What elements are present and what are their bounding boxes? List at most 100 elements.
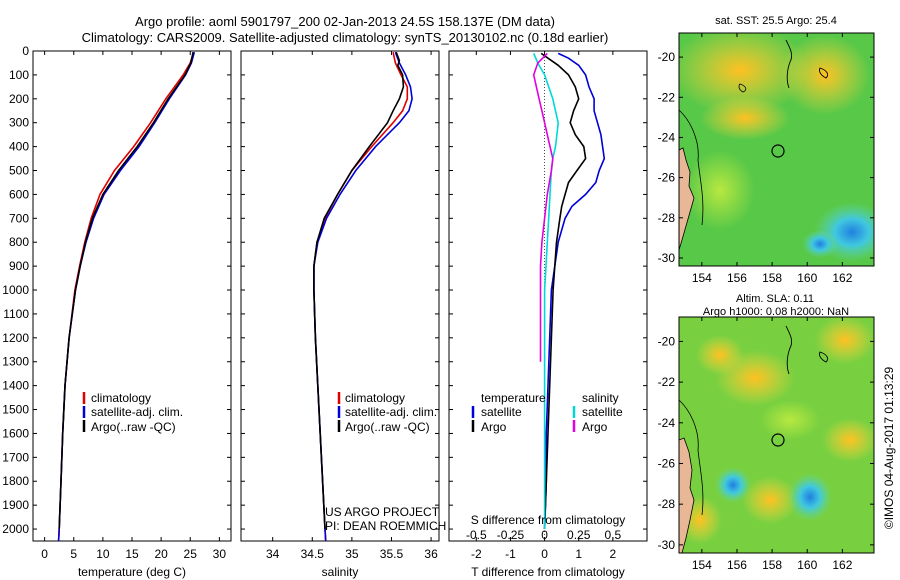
sst-map-axes: 154 156 158 160 162 -20 -22 -24 -26 -28 -30 bbox=[658, 33, 874, 285]
legend-label-climatology: climatology bbox=[345, 391, 405, 405]
y-tick-label: 1900 bbox=[2, 498, 29, 512]
map-y-tick-label: -26 bbox=[658, 456, 676, 470]
y-tick-label: 600 bbox=[9, 187, 29, 201]
coast-contour bbox=[679, 109, 704, 226]
s-tick-label: -0.25 bbox=[497, 528, 525, 542]
y-tick-label: 1000 bbox=[2, 283, 29, 297]
map-x-tick-label: 158 bbox=[762, 558, 782, 572]
sst-cool-patch bbox=[802, 230, 838, 258]
legend-label-satellite: satellite-adj. clim. bbox=[345, 405, 437, 419]
x-tick-label: -1 bbox=[505, 547, 516, 561]
figure-title-line1: Argo profile: aoml 5901797_200 02-Jan-20… bbox=[135, 14, 555, 29]
map-x-tick-label: 154 bbox=[692, 271, 712, 285]
land-australia bbox=[679, 147, 695, 251]
x-tick-label: 34.5 bbox=[301, 547, 325, 561]
difference-legend: temperature salinity satellite Argo sate… bbox=[471, 391, 623, 434]
legend-label-satellite: satellite-adj. clim. bbox=[91, 405, 183, 419]
y-tick-label: 2000 bbox=[2, 522, 29, 536]
legend-label-s-argo: Argo bbox=[582, 420, 608, 434]
sst-warm-patch bbox=[780, 35, 870, 115]
sla-high-patch bbox=[822, 418, 874, 462]
y-tick-label: 200 bbox=[9, 92, 29, 106]
coast-contour bbox=[679, 399, 704, 516]
sla-low-patch bbox=[715, 467, 751, 503]
x-tick-label: 36 bbox=[424, 547, 438, 561]
series-line-argo-raw-qc bbox=[58, 52, 194, 530]
salinity-panel-axes: 34 34.5 35 35.5 36 bbox=[241, 50, 439, 561]
y-tick-label: 1800 bbox=[2, 474, 29, 488]
s-tick-label: -0.5 bbox=[466, 528, 487, 542]
temperature-xlabel: temperature (deg C) bbox=[78, 565, 186, 579]
reef-contour bbox=[785, 39, 793, 89]
legend-label-argo: Argo(..raw -QC) bbox=[345, 420, 430, 434]
series-line-t-argo bbox=[540, 52, 587, 530]
sst-warm-patch bbox=[679, 33, 810, 115]
x-tick-label: 0 bbox=[541, 547, 548, 561]
series-line-satellite-adj-clim bbox=[313, 51, 413, 542]
y-tick-label: 900 bbox=[9, 259, 29, 273]
series-line-t-satellite bbox=[543, 52, 606, 530]
sla-map-axes: 154 156 158 160 162 -20 -22 -24 -26 -28 -30 bbox=[658, 317, 874, 572]
legend-label-s-satellite: satellite bbox=[582, 405, 623, 419]
legend-label-argo: Argo(..raw -QC) bbox=[91, 420, 176, 434]
map-y-tick-label: -26 bbox=[658, 171, 676, 185]
map-x-tick-label: 156 bbox=[727, 558, 747, 572]
x-tick-label: 20 bbox=[154, 547, 168, 561]
reef-contour bbox=[738, 83, 747, 93]
y-tick-label: 100 bbox=[9, 68, 29, 82]
legend-heading-temperature: temperature bbox=[481, 391, 546, 405]
difference-panel-axes: -2 -1 0 1 2 -0.5 -0.25 0 0.25 0.5 bbox=[449, 50, 647, 561]
salinity-xlabel: salinity bbox=[322, 565, 359, 579]
sst-warm-patch bbox=[700, 96, 790, 140]
x-tick-label: 35.5 bbox=[380, 547, 404, 561]
x-tick-label: 25 bbox=[184, 547, 198, 561]
map-x-tick-label: 154 bbox=[692, 558, 712, 572]
sst-map-title: sat. SST: 25.5 Argo: 25.4 bbox=[715, 15, 837, 27]
series-line-argo-raw-qc bbox=[313, 51, 405, 530]
map-y-tick-label: -30 bbox=[658, 251, 676, 265]
sst-map bbox=[679, 33, 874, 266]
sla-high-patch bbox=[696, 335, 744, 375]
y-tick-label: 800 bbox=[9, 235, 29, 249]
y-tick-label: 1600 bbox=[2, 426, 29, 440]
credit-line1: US ARGO PROJECT bbox=[325, 505, 440, 519]
sla-map bbox=[679, 317, 874, 553]
difference-panel-frame bbox=[448, 50, 648, 542]
sst-warm-patch bbox=[685, 150, 755, 230]
temperature-profile-lines bbox=[57, 51, 196, 542]
map-y-tick-label: -20 bbox=[658, 334, 676, 348]
y-tick-label: 300 bbox=[9, 116, 29, 130]
sla-low-patch bbox=[788, 473, 832, 521]
x-tick-label: 5 bbox=[70, 547, 77, 561]
argo-float-marker bbox=[771, 433, 785, 447]
y-tick-label: 0 bbox=[22, 44, 29, 58]
reef-contour bbox=[819, 67, 829, 79]
y-tick-label: 1100 bbox=[3, 307, 29, 321]
temperature-panel-axes: 0100200300400500600700800900100011001200… bbox=[2, 44, 231, 561]
sla-map-title: Altim. SLA: 0.11 bbox=[736, 293, 814, 305]
map-y-tick-label: -30 bbox=[658, 538, 676, 552]
series-line-satellite-adj-clim bbox=[57, 51, 196, 542]
legend-label-t-satellite: satellite bbox=[481, 405, 522, 419]
map-x-tick-label: 160 bbox=[797, 558, 817, 572]
map-y-tick-label: -22 bbox=[658, 375, 676, 389]
difference-top-xlabel: S difference from climatology bbox=[471, 513, 626, 527]
y-tick-label: 400 bbox=[9, 140, 29, 154]
temperature-legend: climatology satellite-adj. clim. Argo(..… bbox=[82, 391, 183, 434]
y-tick-label: 1500 bbox=[2, 403, 29, 417]
sla-mid-patch bbox=[760, 400, 820, 440]
argo-float-marker bbox=[771, 144, 785, 158]
map-x-tick-label: 156 bbox=[727, 271, 747, 285]
x-tick-label: 15 bbox=[125, 547, 139, 561]
map-x-tick-label: 160 bbox=[797, 271, 817, 285]
map-y-tick-label: -28 bbox=[658, 211, 676, 225]
y-tick-label: 1400 bbox=[2, 379, 29, 393]
map-x-tick-label: 158 bbox=[762, 271, 782, 285]
imos-timestamp: ©IMOS 04-Aug-2017 01:13:29 bbox=[882, 367, 896, 530]
map-y-tick-label: -20 bbox=[658, 50, 676, 64]
x-tick-label: 1 bbox=[575, 547, 582, 561]
map-x-tick-label: 162 bbox=[832, 558, 852, 572]
salinity-profile-lines bbox=[313, 51, 413, 542]
credit-line2: PI: DEAN ROEMMICH bbox=[325, 519, 446, 533]
x-tick-label: 10 bbox=[96, 547, 110, 561]
